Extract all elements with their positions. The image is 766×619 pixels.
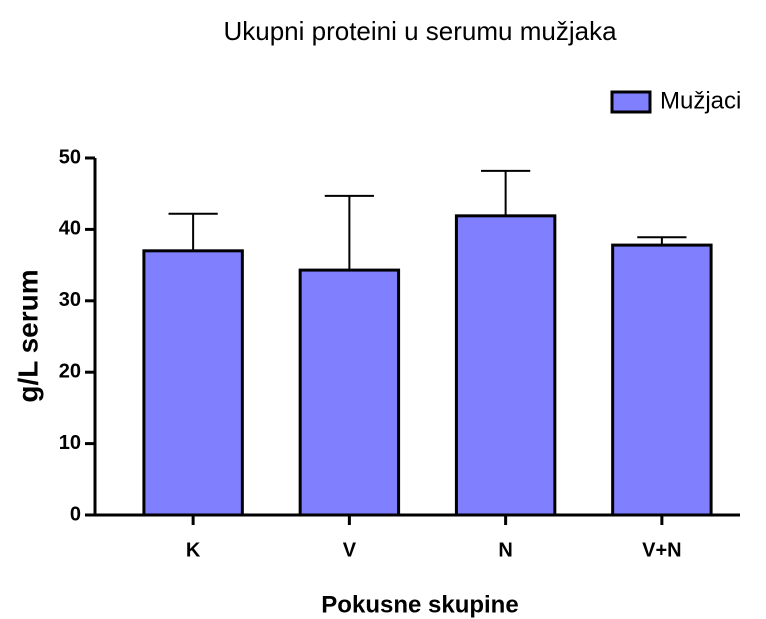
bar — [611, 243, 713, 517]
bar — [142, 249, 244, 517]
chart-title: Ukupni proteini u serumu mužjaka — [223, 16, 617, 46]
y-tick-label: 40 — [59, 218, 81, 240]
x-axis-label: Pokusne skupine — [321, 591, 518, 618]
x-tick-label: N — [498, 539, 512, 561]
legend-label: Mužjaci — [660, 87, 741, 114]
x-tick-label: V — [343, 539, 357, 561]
y-tick-label: 30 — [59, 289, 81, 311]
legend-swatch — [610, 90, 652, 114]
y-tick-label: 10 — [59, 432, 81, 454]
bar — [454, 214, 557, 517]
x-tick-label: K — [186, 539, 201, 561]
y-tick-label: 20 — [59, 360, 81, 382]
bar — [298, 268, 401, 517]
y-tick-label: 0 — [70, 503, 81, 525]
y-tick-label: 50 — [59, 146, 81, 168]
x-tick-label: V+N — [642, 539, 681, 561]
y-axis-label: g/L serum — [12, 269, 43, 402]
